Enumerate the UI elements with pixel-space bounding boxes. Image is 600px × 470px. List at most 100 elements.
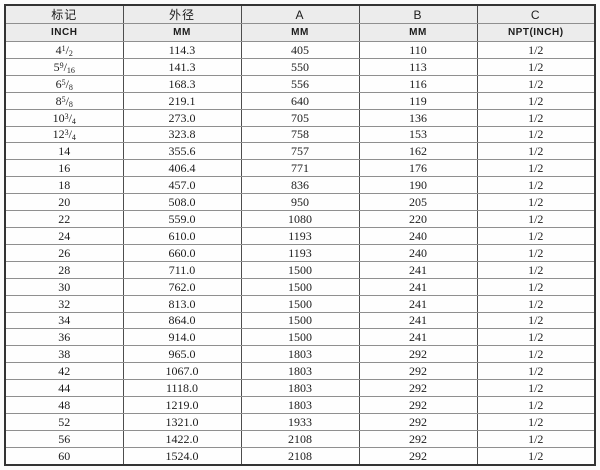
table-body: 41/2 114.3 405 110 1/2 59/16 141.3 550 113 1/2 65/… — [4, 41, 596, 466]
cell-b-mm: 292 — [358, 362, 478, 381]
unit-header-mm-1: MM — [122, 23, 242, 42]
cell-c-npt-inch: 1/2 — [476, 446, 596, 466]
unit-header-npt: NPT(INCH) — [476, 23, 596, 42]
cell-a-mm: 1803 — [240, 396, 360, 414]
cell-b-mm: 136 — [358, 108, 478, 127]
cell-outer-diameter-mm: 219.1 — [122, 91, 242, 110]
header-title-row: 标记 外径 A B C — [4, 4, 596, 24]
cell-size-inch: 26 — [4, 243, 124, 262]
table-row: 28 711.0 1500 241 1/2 — [4, 260, 596, 279]
cell-b-mm: 241 — [358, 260, 478, 279]
table-row: 56 1422.0 2108 292 1/2 — [4, 429, 596, 448]
cell-c-npt-inch: 1/2 — [476, 294, 596, 313]
cell-a-mm: 1803 — [240, 362, 360, 381]
cell-b-mm: 241 — [358, 277, 478, 296]
cell-b-mm: 241 — [358, 294, 478, 313]
cell-outer-diameter-mm: 273.0 — [122, 108, 242, 127]
fraction-numerator: 9 — [59, 60, 64, 70]
table-row: 48 1219.0 1803 292 1/2 — [4, 396, 596, 414]
cell-b-mm: 292 — [358, 379, 478, 398]
cell-size-inch: 65/8 — [4, 74, 124, 93]
cell-outer-diameter-mm: 711.0 — [122, 260, 242, 279]
cell-size-inch: 48 — [4, 396, 124, 414]
cell-b-mm: 162 — [358, 142, 478, 161]
cell-a-mm: 1803 — [240, 345, 360, 364]
cell-outer-diameter-mm: 660.0 — [122, 243, 242, 262]
cell-size-inch: 59/16 — [4, 57, 124, 76]
cell-c-npt-inch: 1/2 — [476, 142, 596, 161]
cell-a-mm: 1803 — [240, 379, 360, 398]
cell-c-npt-inch: 1/2 — [476, 159, 596, 178]
cell-b-mm: 240 — [358, 226, 478, 245]
table-row: 60 1524.0 2108 292 1/2 — [4, 446, 596, 466]
cell-a-mm: 1500 — [240, 294, 360, 313]
cell-outer-diameter-mm: 114.3 — [122, 41, 242, 59]
cell-b-mm: 292 — [358, 345, 478, 364]
cell-outer-diameter-mm: 1321.0 — [122, 412, 242, 431]
column-header-mark: 标记 — [4, 4, 124, 24]
cell-a-mm: 405 — [240, 41, 360, 59]
cell-outer-diameter-mm: 168.3 — [122, 74, 242, 93]
pipe-size-spec-table: 标记 外径 A B C INCH MM MM MM NPT(INCH) 41/2… — [4, 4, 596, 466]
cell-c-npt-inch: 1/2 — [476, 125, 596, 144]
cell-b-mm: 240 — [358, 243, 478, 262]
table-row: 18 457.0 836 190 1/2 — [4, 176, 596, 195]
table-row: 44 1118.0 1803 292 1/2 — [4, 379, 596, 398]
cell-a-mm: 1500 — [240, 277, 360, 296]
cell-a-mm: 705 — [240, 108, 360, 127]
cell-outer-diameter-mm: 864.0 — [122, 311, 242, 330]
cell-a-mm: 758 — [240, 125, 360, 144]
cell-c-npt-inch: 1/2 — [476, 277, 596, 296]
cell-outer-diameter-mm: 508.0 — [122, 193, 242, 212]
cell-a-mm: 1500 — [240, 260, 360, 279]
header-unit-row: INCH MM MM MM NPT(INCH) — [4, 23, 596, 42]
cell-c-npt-inch: 1/2 — [476, 226, 596, 245]
cell-b-mm: 292 — [358, 396, 478, 414]
cell-b-mm: 176 — [358, 159, 478, 178]
cell-outer-diameter-mm: 559.0 — [122, 210, 242, 228]
cell-b-mm: 119 — [358, 91, 478, 110]
cell-size-inch: 42 — [4, 362, 124, 381]
cell-size-inch: 34 — [4, 311, 124, 330]
fraction-denominator: 8 — [68, 82, 73, 92]
cell-c-npt-inch: 1/2 — [476, 396, 596, 414]
cell-size-inch: 123/4 — [4, 125, 124, 144]
cell-size-inch: 14 — [4, 142, 124, 161]
cell-a-mm: 1933 — [240, 412, 360, 431]
cell-size-inch: 44 — [4, 379, 124, 398]
cell-a-mm: 1080 — [240, 210, 360, 228]
cell-size-inch: 38 — [4, 345, 124, 364]
cell-a-mm: 550 — [240, 57, 360, 76]
cell-size-inch: 41/2 — [4, 41, 124, 59]
cell-size-inch: 20 — [4, 193, 124, 212]
cell-a-mm: 950 — [240, 193, 360, 212]
cell-c-npt-inch: 1/2 — [476, 260, 596, 279]
cell-b-mm: 241 — [358, 328, 478, 347]
cell-size-inch: 32 — [4, 294, 124, 313]
cell-a-mm: 1193 — [240, 226, 360, 245]
unit-header-mm-3: MM — [358, 23, 478, 42]
cell-b-mm: 110 — [358, 41, 478, 59]
cell-b-mm: 292 — [358, 429, 478, 448]
cell-size-inch: 30 — [4, 277, 124, 296]
cell-b-mm: 205 — [358, 193, 478, 212]
cell-outer-diameter-mm: 1118.0 — [122, 379, 242, 398]
cell-b-mm: 292 — [358, 446, 478, 466]
cell-outer-diameter-mm: 1524.0 — [122, 446, 242, 466]
cell-size-inch: 103/4 — [4, 108, 124, 127]
fraction-denominator: 2 — [68, 48, 73, 58]
cell-size-inch: 60 — [4, 446, 124, 466]
cell-outer-diameter-mm: 914.0 — [122, 328, 242, 347]
cell-a-mm: 757 — [240, 142, 360, 161]
cell-b-mm: 190 — [358, 176, 478, 195]
table-row: 38 965.0 1803 292 1/2 — [4, 345, 596, 364]
cell-size-inch: 28 — [4, 260, 124, 279]
cell-outer-diameter-mm: 610.0 — [122, 226, 242, 245]
table-row: 36 914.0 1500 241 1/2 — [4, 328, 596, 347]
cell-c-npt-inch: 1/2 — [476, 91, 596, 110]
cell-outer-diameter-mm: 813.0 — [122, 294, 242, 313]
cell-size-inch: 24 — [4, 226, 124, 245]
cell-c-npt-inch: 1/2 — [476, 362, 596, 381]
cell-outer-diameter-mm: 1067.0 — [122, 362, 242, 381]
cell-outer-diameter-mm: 457.0 — [122, 176, 242, 195]
